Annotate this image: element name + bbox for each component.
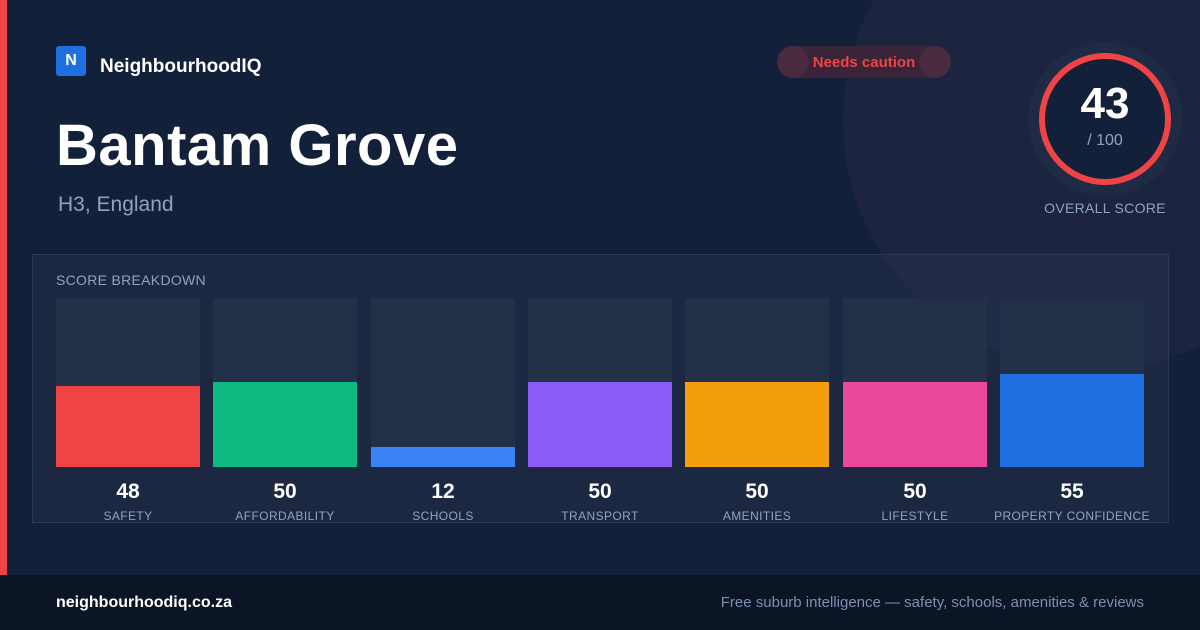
bar-value: 12 [431,480,455,503]
bar-fill [1000,374,1144,467]
bar-fill [685,382,829,467]
score-bar-affordability: 50 AFFORDABILITY [213,298,357,523]
bar-value: 50 [273,480,297,503]
suburb-title: Bantam Grove [56,113,459,178]
breakdown-title: SCORE BREAKDOWN [56,272,206,288]
bar-label: AMENITIES [722,509,792,523]
bar-label: PROPERTY CONFIDENCE [994,509,1150,523]
bar-label: AFFORDABILITY [235,509,335,523]
footer: neighbourhoodiq.co.za Free suburb intell… [0,575,1200,630]
bar-fill [843,382,987,467]
bar-value: 50 [745,480,769,503]
bar-label: LIFESTYLE [881,509,949,523]
brand-name: NeighbourhoodIQ [100,56,262,77]
bar-fill [213,382,357,467]
bar-value: 50 [903,480,927,503]
score-bar-property-confidence: 55 PROPERTY CONFIDENCE [994,298,1150,523]
bar-label: TRANSPORT [561,509,639,523]
score-bar-safety: 48 SAFETY [56,298,200,523]
bar-value: 50 [588,480,612,503]
score-bar-schools: 12 SCHOOLS [371,298,515,523]
score-breakdown-panel: SCORE BREAKDOWN 48 SAFETY 50 AFFORDABILITY 1… [32,254,1169,523]
suburb-location: H3, England [58,193,174,216]
score-bar-amenities: 50 AMENITIES [685,298,829,523]
overall-score-value: 43 [1080,79,1130,128]
bar-track [843,298,987,467]
footer-domain: neighbourhoodiq.co.za [56,594,232,611]
bar-label: SAFETY [103,509,153,523]
bar-track [685,298,829,467]
bar-fill [56,386,200,467]
bar-track [528,298,672,467]
share-card: N NeighbourhoodIQ Needs caution Bantam G… [0,0,1182,575]
bar-track [1000,298,1144,467]
bar-fill [528,382,672,467]
footer-tagline: Free suburb intelligence — safety, schoo… [720,594,1144,611]
status-badge: Needs caution [777,46,951,78]
bar-track [213,298,357,467]
score-bar-lifestyle: 50 LIFESTYLE [843,298,987,523]
score-ring-icon [1028,42,1182,196]
score-bar-transport: 50 TRANSPORT [528,298,672,523]
overall-score-caption: OVERALL SCORE [1044,200,1166,216]
bar-track [371,298,515,467]
status-badge-label: Needs caution [812,53,916,71]
accent-strip [0,0,7,575]
overall-score-ring: 43 / 100 [1028,42,1182,196]
overall-score-max: / 100 [1087,132,1123,149]
bar-value: 55 [1060,480,1084,503]
logo-icon: N [56,46,86,76]
bar-track [56,298,200,467]
bar-label: SCHOOLS [412,509,474,523]
bar-fill [371,447,515,467]
breakdown-bars: 48 SAFETY 50 AFFORDABILITY 12 SCHOOLS 50 TRANSP… [56,298,1150,523]
bar-value: 48 [116,480,140,503]
